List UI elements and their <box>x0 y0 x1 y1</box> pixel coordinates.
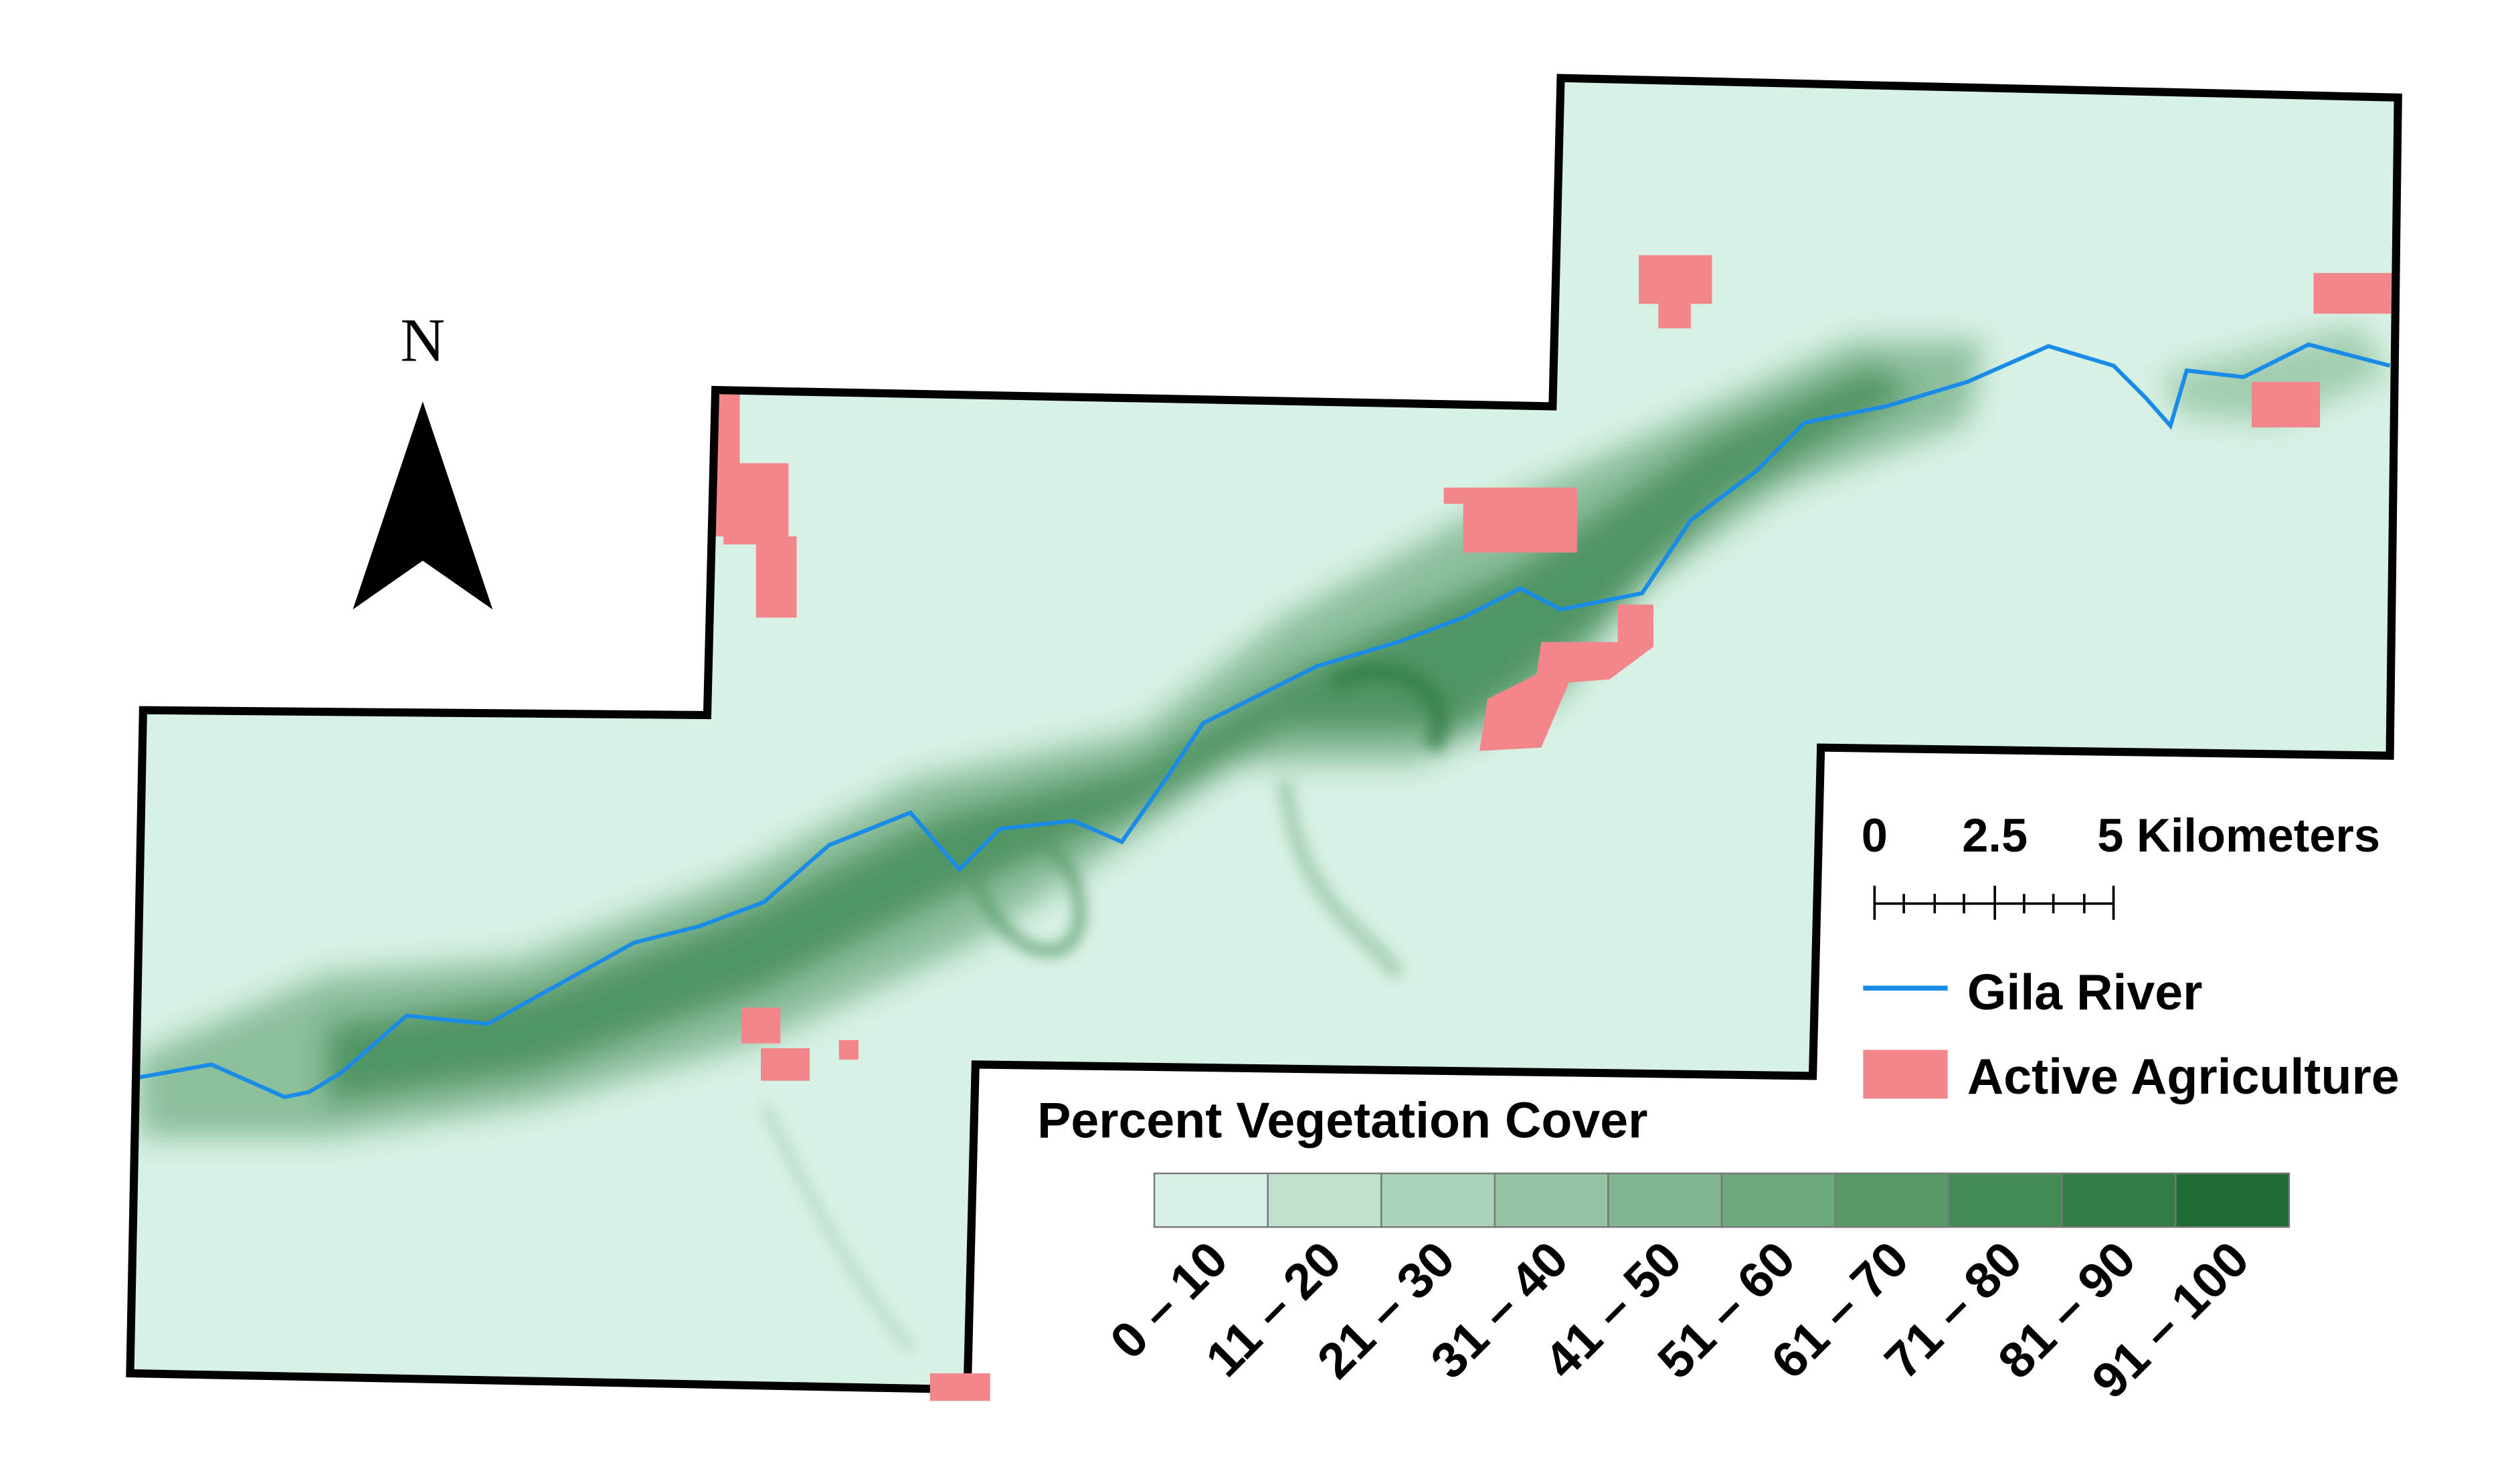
ramp-swatch <box>1720 1172 1836 1228</box>
scale-label: 5 Kilometers <box>2097 809 2380 862</box>
ramp-swatch <box>2175 1172 2290 1228</box>
ramp-swatch <box>1153 1172 1269 1228</box>
ramp-swatch <box>1494 1172 1609 1228</box>
ramp-swatch <box>1834 1172 1950 1228</box>
ramp-swatch <box>2061 1172 2177 1228</box>
scale-label: 2.5 <box>1962 809 2028 862</box>
agriculture-patch <box>929 1373 990 1401</box>
scale-bar: 0 2.5 5 Kilometers <box>1862 809 2380 920</box>
ramp-swatch <box>1267 1172 1382 1228</box>
ramp-title: Percent Vegetation Cover <box>1037 1092 1647 1149</box>
north-label: N <box>400 306 445 374</box>
legend-label: Gila River <box>1967 964 2203 1020</box>
north-arrow: N <box>353 306 493 610</box>
legend-swatch <box>1863 1050 1948 1099</box>
ramp-swatch <box>1380 1172 1496 1228</box>
legend-label: Active Agriculture <box>1967 1048 2400 1104</box>
ramp-swatch <box>1947 1172 2063 1228</box>
vegetation-detail <box>759 662 1449 1353</box>
ramp-swatch <box>1607 1172 1723 1228</box>
gila-river <box>138 342 2391 1100</box>
scale-label: 0 <box>1862 809 1888 862</box>
